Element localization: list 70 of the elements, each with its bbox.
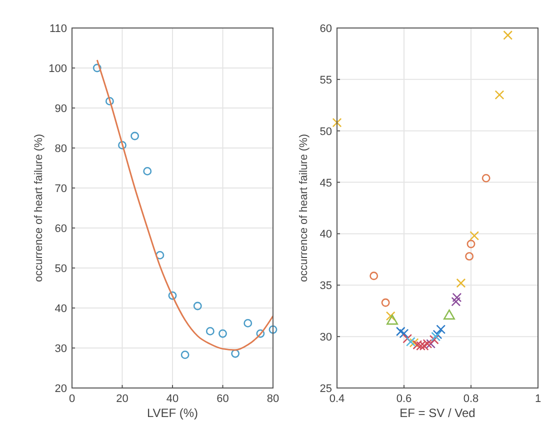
point [482,174,490,182]
x-tick-label: 0.4 [329,393,345,405]
x-tick-label: 0 [68,393,76,405]
point [180,350,190,360]
point [399,328,409,338]
y-tick-label: 30 [320,332,332,344]
point [143,166,152,176]
point [193,302,202,310]
x-axis-title: LVEF (%) [146,406,198,420]
y-tick-label: 90 [54,103,67,115]
point [406,336,416,346]
point [268,325,278,334]
y-tick-label: 30 [54,343,67,355]
y-tick-label: 50 [320,126,332,138]
point [443,309,455,320]
point [118,140,126,150]
y-axis-title: occurrence of heart failure (%) [33,134,45,282]
x-tick-label: 60 [216,393,229,405]
x-tick-label: 20 [116,393,128,405]
point [452,292,462,302]
point [429,334,439,344]
y-tick-label: 60 [320,23,332,35]
point [465,252,474,261]
point [168,291,177,300]
point [470,231,480,240]
point [451,296,461,306]
point [409,338,419,348]
point [218,329,227,338]
point [494,90,504,100]
point [402,334,412,344]
point [396,326,406,336]
point [332,118,342,128]
y-tick-label: 45 [320,177,332,190]
y-tick-label: 50 [54,263,67,275]
x-tick-label: 1 [534,393,542,405]
x-tick-label: 0.8 [463,393,479,405]
y-tick-label: 70 [54,183,67,195]
x-axis-title: EF = SV / Ved [400,406,476,420]
y-tick-label: 110 [49,23,67,35]
y-tick-label: 60 [54,223,67,235]
point [370,272,378,280]
y-tick-label: 40 [320,228,332,241]
point [206,326,214,336]
y-tick-label: 100 [48,63,67,75]
y-tick-label: 20 [54,383,67,395]
line-series [96,59,274,351]
y-tick-label: 35 [320,280,332,292]
point [503,30,513,40]
point [386,314,398,325]
y-axis-title: occurrence of heart failure (%) [298,134,310,282]
point [92,64,102,72]
point [244,318,252,328]
x-tick-label: 80 [266,393,280,405]
point [456,278,466,288]
point [231,349,240,358]
point [256,329,265,338]
point [130,132,140,140]
point [426,339,436,348]
point [386,311,396,321]
x-tick-label: 0.6 [396,393,412,405]
point [466,240,476,248]
point [436,324,446,334]
x-tick-label: 40 [166,393,179,405]
point [156,250,164,260]
point [381,298,390,307]
y-tick-label: 25 [320,383,332,395]
y-tick-label: 55 [320,74,332,86]
point [105,96,114,106]
y-tick-label: 80 [54,143,67,155]
y-tick-label: 40 [54,303,67,315]
